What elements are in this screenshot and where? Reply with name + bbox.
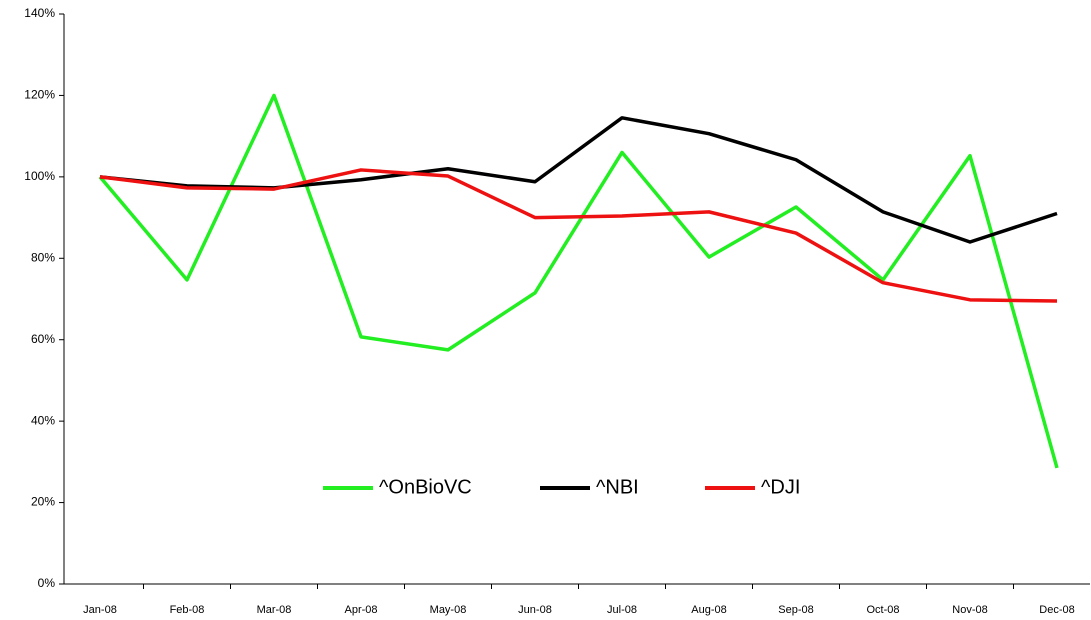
legend-label: ^NBI bbox=[596, 476, 639, 498]
y-tick-label: 140% bbox=[24, 6, 55, 20]
legend-label: ^OnBioVC bbox=[379, 476, 472, 498]
y-tick-label: 100% bbox=[24, 169, 55, 183]
x-tick-label: Nov-08 bbox=[952, 604, 987, 616]
legend: ^OnBioVC ^NBI ^DJI bbox=[323, 476, 800, 498]
x-tick-label: Jul-08 bbox=[607, 604, 637, 616]
y-tick-label: 40% bbox=[31, 413, 55, 427]
x-tick-label: May-08 bbox=[430, 604, 467, 616]
x-tick-label: Jan-08 bbox=[83, 604, 117, 616]
legend-label: ^DJI bbox=[761, 476, 800, 498]
x-tick-label: Oct-08 bbox=[866, 604, 899, 616]
x-tick-label: Apr-08 bbox=[344, 604, 377, 616]
y-tick-label: 20% bbox=[31, 495, 55, 509]
y-tick-label: 120% bbox=[24, 88, 55, 102]
x-tick-label: Aug-08 bbox=[691, 604, 726, 616]
series-line bbox=[99, 168, 1058, 303]
y-tick-label: 0% bbox=[38, 576, 56, 590]
x-tick-label: Dec-08 bbox=[1039, 604, 1074, 616]
x-tick-label: Jun-08 bbox=[518, 604, 552, 616]
series-line bbox=[98, 93, 1059, 469]
x-tick-label: Feb-08 bbox=[170, 604, 205, 616]
y-tick-label: 80% bbox=[31, 250, 55, 264]
x-tick-label: Sep-08 bbox=[778, 604, 813, 616]
y-tick-label: 60% bbox=[31, 332, 55, 346]
x-tick-label: Mar-08 bbox=[257, 604, 292, 616]
